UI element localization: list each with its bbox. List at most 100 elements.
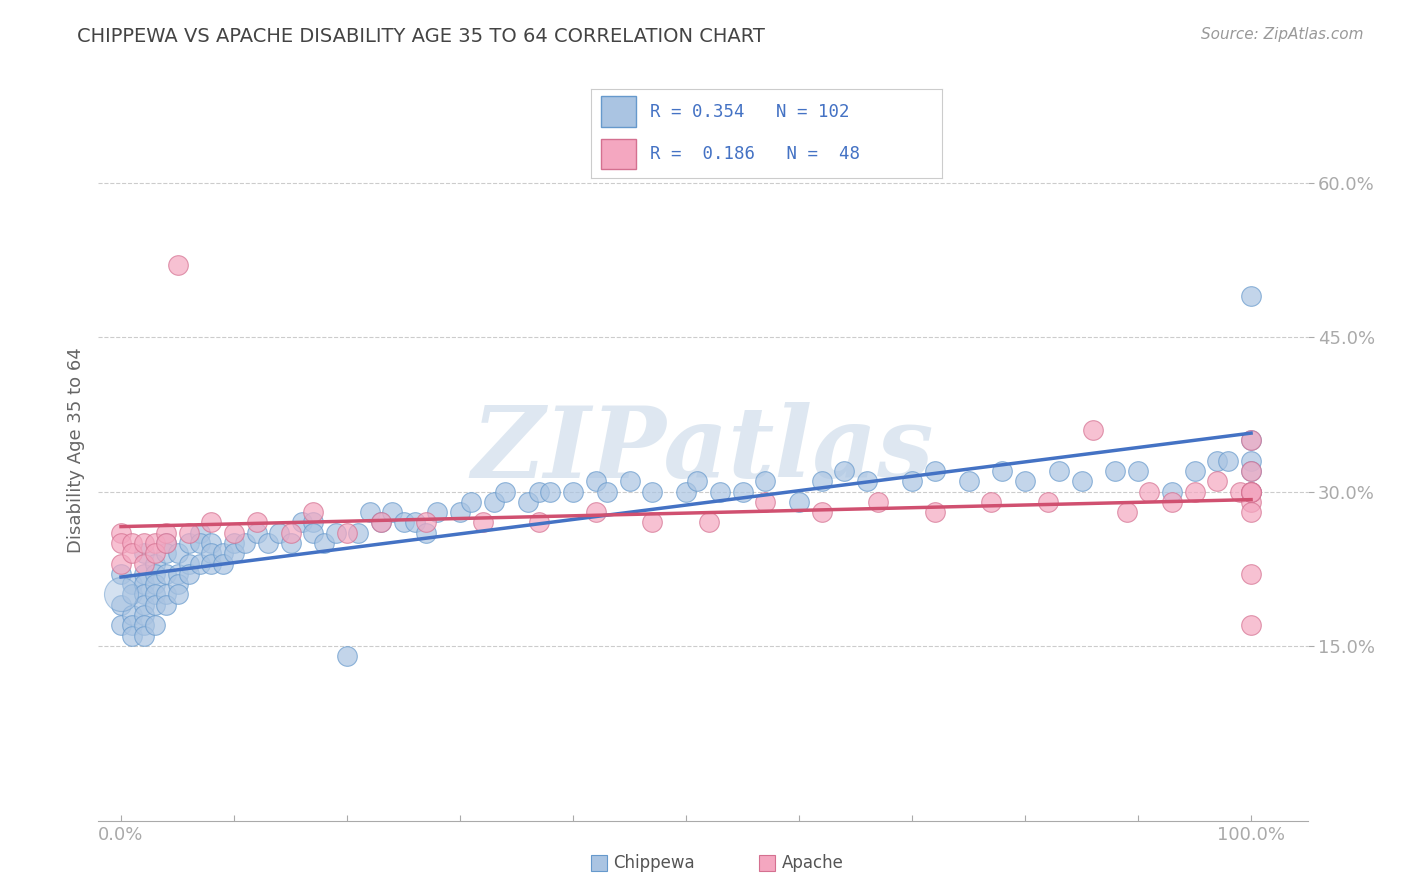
Point (787, 495, 810, 509)
Point (110, 536, 132, 550)
Point (516, 495, 538, 509)
Point (132, 618, 155, 632)
Y-axis label: Disability Age 35 to 64: Disability Age 35 to 64 (66, 348, 84, 553)
Point (143, 587, 166, 601)
Point (1206, 454, 1229, 468)
Point (132, 546, 155, 560)
Point (132, 607, 155, 622)
Point (641, 484, 664, 499)
Point (155, 536, 177, 550)
Point (110, 598, 132, 612)
Point (1240, 495, 1263, 509)
Point (155, 587, 177, 601)
Text: ZIPatlas: ZIPatlas (472, 402, 934, 499)
Point (832, 464, 855, 478)
Point (302, 516, 325, 530)
Text: R =  0.186   N =  48: R = 0.186 N = 48 (650, 145, 860, 163)
Point (336, 525, 359, 540)
Point (1070, 475, 1092, 489)
Point (269, 525, 291, 540)
Text: R = 0.354   N = 102: R = 0.354 N = 102 (650, 103, 849, 121)
Point (222, 525, 245, 540)
Point (188, 525, 211, 540)
Point (121, 546, 143, 560)
Point (166, 587, 188, 601)
Point (211, 557, 233, 571)
Point (1184, 464, 1206, 478)
Point (291, 516, 314, 530)
Point (1218, 454, 1240, 468)
Point (991, 464, 1014, 478)
Point (1104, 464, 1126, 478)
Point (1240, 484, 1263, 499)
Point (810, 505, 832, 519)
Point (924, 464, 946, 478)
Point (596, 484, 619, 499)
Point (132, 577, 155, 591)
Point (1137, 484, 1160, 499)
Point (121, 607, 143, 622)
Point (155, 525, 177, 540)
Point (538, 484, 561, 499)
Point (754, 495, 776, 509)
Point (155, 566, 177, 581)
Point (302, 505, 325, 519)
Point (188, 536, 211, 550)
Point (415, 525, 437, 540)
Point (370, 516, 392, 530)
Point (336, 649, 359, 664)
Point (257, 536, 280, 550)
Point (686, 475, 709, 489)
Bar (602, 96, 636, 127)
Point (1240, 484, 1263, 499)
Point (527, 484, 550, 499)
Point (404, 516, 426, 530)
Point (675, 484, 697, 499)
Point (143, 557, 166, 571)
Point (314, 536, 336, 550)
Text: CHIPPEWA VS APACHE DISABILITY AGE 35 TO 64 CORRELATION CHART: CHIPPEWA VS APACHE DISABILITY AGE 35 TO … (77, 27, 765, 45)
Point (1240, 289, 1263, 303)
Point (619, 475, 641, 489)
Point (155, 536, 177, 550)
Point (233, 536, 256, 550)
Point (166, 566, 188, 581)
Point (1229, 484, 1251, 499)
Point (143, 577, 166, 591)
Point (449, 505, 471, 519)
Point (132, 587, 155, 601)
Point (494, 484, 516, 499)
Point (302, 525, 325, 540)
Point (143, 598, 166, 612)
Point (110, 525, 132, 540)
Point (460, 495, 482, 509)
Point (980, 495, 1002, 509)
Point (957, 475, 980, 489)
Point (143, 536, 166, 550)
Point (177, 557, 200, 571)
Point (280, 536, 302, 550)
Point (1240, 464, 1263, 478)
Point (585, 505, 607, 519)
Point (1240, 433, 1263, 447)
Point (143, 546, 166, 560)
Point (381, 505, 404, 519)
Point (280, 525, 302, 540)
Point (121, 587, 143, 601)
Point (1240, 464, 1263, 478)
Point (222, 546, 245, 560)
Point (200, 557, 222, 571)
Point (754, 475, 776, 489)
Point (1240, 433, 1263, 447)
Point (132, 566, 155, 581)
Point (121, 577, 143, 591)
Point (868, 495, 890, 509)
Point (166, 577, 188, 591)
Point (697, 516, 720, 530)
Point (585, 475, 607, 489)
Point (143, 566, 166, 581)
Point (471, 516, 494, 530)
Point (132, 557, 155, 571)
Point (1081, 423, 1104, 437)
Point (155, 546, 177, 560)
